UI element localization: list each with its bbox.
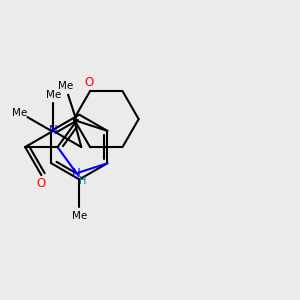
Text: O: O — [84, 76, 93, 89]
Text: Me: Me — [46, 90, 61, 100]
Text: Me: Me — [58, 81, 73, 91]
Text: N: N — [49, 124, 58, 137]
Text: Me: Me — [72, 211, 87, 221]
Text: Me: Me — [12, 108, 27, 118]
Text: O: O — [37, 177, 46, 190]
Text: H: H — [80, 176, 87, 186]
Text: N: N — [72, 167, 81, 180]
